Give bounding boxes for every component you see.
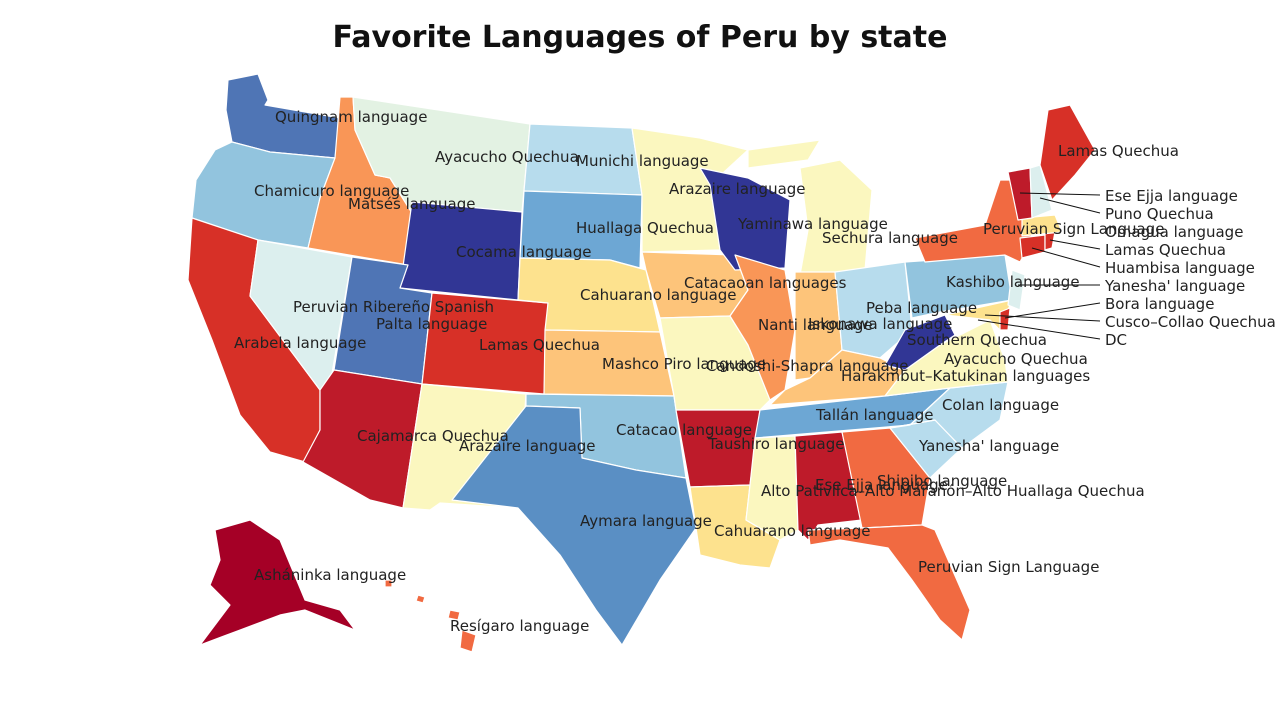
label-mn: Arazaire language [669, 180, 806, 198]
state-tx[interactable] [451, 405, 697, 646]
leader-md [984, 314, 1101, 322]
label-ne: Cahuarano language [580, 286, 737, 304]
label-wv: Southern Quechua [907, 331, 1047, 349]
label-ca: Cajamarca Quechua [357, 427, 509, 445]
label-la: Cahuarano language [714, 522, 871, 540]
state-ma[interactable] [1021, 214, 1063, 237]
label-ms: Alto Pativilca–Alto Marañón–Alto Huallag… [761, 482, 1145, 500]
label-co: Lamas Quechua [479, 336, 600, 354]
leader-ct [1031, 247, 1101, 268]
label-oh: Peba language [866, 299, 977, 317]
label-sd: Huallaga Quechua [576, 219, 714, 237]
label-ut: Palta language [376, 315, 487, 333]
leader-ri [1049, 239, 1101, 250]
leader-de [1004, 302, 1101, 319]
label-ny: Peruvian Sign Language [983, 220, 1164, 238]
label-il: Nanti language [758, 316, 873, 334]
state-hi[interactable] [384, 579, 477, 653]
label-nd: Munichi language [576, 152, 709, 170]
map-title: Favorite Languages of Peru by state [332, 20, 948, 55]
label-or: Chamicuro language [254, 182, 409, 200]
state-va[interactable] [884, 319, 1009, 397]
state-oh[interactable] [834, 261, 913, 359]
label-ia: Catacaoan languages [684, 274, 847, 292]
state-ak[interactable] [199, 519, 356, 646]
label-ut-extra: Peruvian Ribereño Spanish [293, 298, 494, 316]
state-de[interactable] [999, 307, 1011, 331]
label-wy: Cocama language [456, 243, 592, 261]
label-ar: Taushiro language [707, 435, 845, 453]
label-mt: Ayacucho Quechua [435, 148, 579, 166]
label-dc: DC [1105, 331, 1127, 349]
label-tx: Aymara language [580, 512, 712, 530]
label-de: Bora language [1105, 295, 1214, 313]
label-nm: Arazaire language [459, 437, 596, 455]
label-ky: Harakmbut–Katukinan languages [841, 367, 1090, 385]
label-fl: Peruvian Sign Language [918, 558, 1099, 576]
label-nc: Colan language [942, 396, 1059, 414]
leader-nh [1039, 197, 1101, 214]
state-me[interactable] [1039, 104, 1096, 201]
label-ak: Asháninka language [254, 566, 406, 584]
label-mi: Sechura language [822, 229, 958, 247]
leader-dc [977, 319, 1101, 340]
leader-vt [1019, 192, 1101, 196]
label-ga: Shipibo language [877, 472, 1007, 490]
label-ok: Catacao language [616, 421, 752, 439]
leader-lines [977, 192, 1101, 340]
label-md: Cusco–Collao Quechua [1105, 313, 1276, 331]
state-fl[interactable] [807, 524, 971, 641]
label-hi: Resígaro language [450, 617, 589, 635]
label-ma: Omagua language [1105, 223, 1243, 241]
label-nh: Puno Quechua [1105, 205, 1214, 223]
label-id: Matsés language [348, 195, 475, 213]
label-in: Iskonawa language [808, 315, 952, 333]
label-ks: Mashco Piro language [602, 355, 766, 373]
label-sc: Yanesha' language [918, 437, 1059, 455]
state-il[interactable] [729, 254, 796, 401]
label-me: Lamas Quechua [1058, 142, 1179, 160]
label-pa: Kashibo language [946, 273, 1080, 291]
state-nj[interactable] [1007, 269, 1026, 311]
label-mo: Candoshi-Shapra language [706, 357, 908, 375]
label-nj: Yanesha' language [1104, 277, 1245, 295]
label-va: Ayacucho Quechua [944, 350, 1088, 368]
label-tn: Tallán language [815, 406, 934, 424]
state-ct[interactable] [1019, 234, 1046, 259]
label-ri: Lamas Quechua [1105, 241, 1226, 259]
label-ct: Huambisa language [1105, 259, 1255, 277]
state-ga[interactable] [841, 427, 931, 529]
label-nv: Arabela language [234, 334, 366, 352]
label-al: Ese Ejja language [815, 476, 948, 494]
label-wi: Yaminawa language [737, 215, 888, 233]
label-vt: Ese Ejja language [1105, 187, 1238, 205]
state-nh[interactable] [1029, 164, 1053, 219]
label-wa: Quingnam language [275, 108, 427, 126]
